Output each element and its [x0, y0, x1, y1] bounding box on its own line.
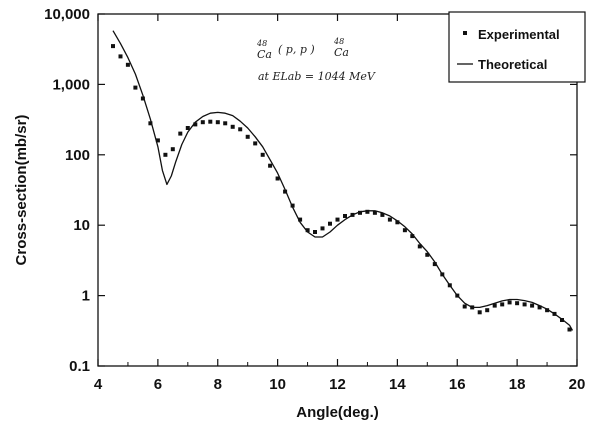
y-tick-label: 10,000 — [44, 6, 90, 23]
x-tick-label: 18 — [509, 376, 526, 393]
experimental-point — [118, 54, 123, 59]
experimental-point — [425, 252, 430, 257]
experimental-point — [380, 212, 385, 217]
experimental-point — [170, 147, 175, 152]
experimental-point — [537, 305, 542, 310]
experimental-point — [417, 244, 422, 249]
experimental-point — [155, 138, 160, 143]
experimental-point — [298, 217, 303, 222]
experimental-point — [305, 228, 310, 233]
x-tick-label: 10 — [269, 376, 286, 393]
experimental-point — [507, 300, 512, 305]
legend-experimental-label: Experimental — [478, 27, 560, 42]
y-tick-label: 1 — [82, 288, 90, 305]
experimental-point — [402, 228, 407, 233]
experimental-point — [530, 303, 535, 308]
reaction-mass-1: 48 — [256, 39, 267, 48]
experimental-point — [372, 210, 377, 215]
experimental-point — [492, 303, 497, 308]
experimental-point — [253, 141, 258, 146]
legend-box — [448, 11, 586, 83]
x-tick-label: 8 — [214, 376, 222, 393]
experimental-point — [335, 217, 340, 222]
experimental-point — [208, 119, 213, 124]
data-series — [111, 30, 574, 332]
x-axis-title: Angle(deg.) — [296, 404, 379, 421]
experimental-point — [328, 221, 332, 226]
legend: Experimental Theoretical — [448, 11, 586, 83]
x-tick-labels: 4 6 8 10 12 14 16 18 20 — [94, 376, 586, 393]
reaction-mass-2: 48 — [333, 37, 344, 46]
experimental-point — [410, 234, 415, 239]
experimental-point — [125, 62, 130, 67]
tick-marks — [97, 13, 578, 367]
experimental-point — [365, 209, 370, 214]
reaction-mid: ( p, p ) — [278, 43, 315, 56]
experimental-point — [230, 124, 235, 129]
experimental-point — [223, 121, 228, 126]
reaction-base-1: Ca — [257, 48, 272, 61]
experimental-point — [462, 304, 467, 309]
experimental-point — [395, 220, 400, 225]
experimental-point — [387, 217, 392, 222]
reaction-base-2: Ca — [334, 46, 349, 59]
experimental-point — [111, 44, 115, 49]
experimental-point — [477, 310, 482, 315]
experimental-point — [140, 96, 145, 101]
legend-theoretical-label: Theoretical — [478, 57, 547, 72]
experimental-point — [432, 262, 437, 267]
experimental-point — [260, 152, 265, 157]
x-tick-label: 14 — [389, 376, 406, 393]
x-tick-label: 16 — [449, 376, 466, 393]
experimental-point — [215, 120, 220, 125]
y-tick-label: 0.1 — [69, 358, 90, 375]
experimental-point — [268, 163, 273, 168]
y-tick-label: 10 — [73, 217, 90, 234]
experimental-point — [178, 131, 183, 136]
experimental-point — [522, 302, 527, 307]
x-tick-label: 4 — [94, 376, 103, 393]
experimental-point — [313, 230, 317, 234]
experimental-point — [185, 126, 190, 130]
experimental-point — [163, 152, 168, 157]
experimental-point — [238, 127, 243, 132]
energy-note: at ELab = 1044 MeV — [258, 70, 376, 83]
experimental-point — [200, 120, 205, 125]
experimental-point — [567, 327, 572, 332]
x-tick-label: 20 — [569, 376, 586, 393]
theoretical-curve — [112, 30, 574, 331]
experimental-point — [500, 302, 505, 307]
reaction-annotation: 48 Ca ( p, p ) 48 Ca at ELab = 1044 MeV — [256, 37, 376, 83]
experimental-point — [343, 214, 347, 218]
experimental-point — [245, 134, 250, 139]
y-tick-label: 100 — [65, 147, 90, 164]
experimental-point — [358, 210, 362, 215]
experimental-point — [133, 85, 138, 90]
y-tick-label: 1,000 — [52, 76, 90, 93]
y-tick-labels: 10,000 1,000 100 10 1 0.1 — [44, 6, 90, 375]
y-axis-title: Cross-section(mb/sr) — [13, 115, 30, 266]
x-tick-label: 6 — [154, 376, 162, 393]
experimental-point — [515, 301, 520, 306]
x-tick-label: 12 — [329, 376, 346, 393]
experimental-point — [148, 121, 153, 126]
experimental-point — [485, 308, 490, 313]
experimental-point — [283, 189, 288, 194]
experimental-point — [545, 308, 550, 313]
experimental-point — [193, 122, 198, 127]
legend-experimental-marker — [463, 31, 467, 35]
experimental-point — [275, 176, 280, 181]
experimental-point — [320, 226, 325, 231]
